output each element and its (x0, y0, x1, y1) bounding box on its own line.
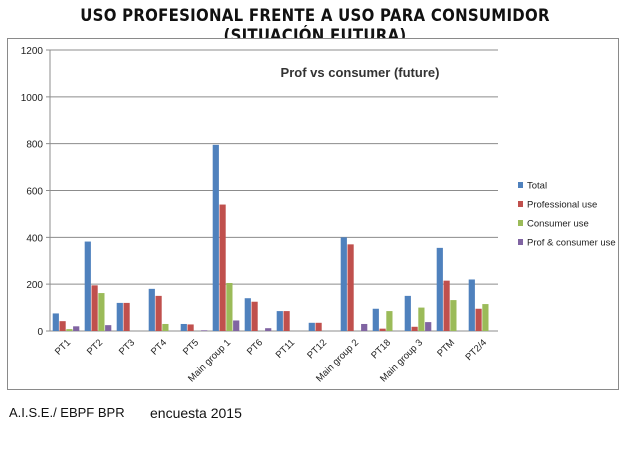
bar-main-group-3-prof-consumer-use (425, 322, 432, 331)
bar-pt4-consumer-use (162, 323, 169, 331)
bar-pt5-total (180, 323, 187, 331)
bar-pt2-total (84, 241, 91, 331)
bar-pt11-professional-use (283, 311, 290, 331)
bar-pt6-professional-use (251, 301, 258, 331)
bar-pt6-prof-consumer-use (265, 328, 272, 331)
legend-swatch (518, 201, 523, 207)
legend-swatch (518, 220, 523, 226)
x-tick-label: PT6 (245, 337, 265, 357)
x-tick-label: PT4 (149, 337, 169, 357)
bar-main-group-1-total (212, 144, 219, 331)
bar-pt1-prof-consumer-use (73, 326, 80, 331)
legend: Total Professional use Consumer use Prof & … (518, 181, 616, 249)
bar-main-group-3-professional-use (411, 326, 418, 331)
footer-source: A.I.S.E./ EBPF BPR (9, 405, 125, 420)
bar-main-group-1-prof-consumer-use (233, 320, 240, 331)
bar-pt18-professional-use (379, 328, 386, 331)
x-tick-label: PT2 (85, 337, 105, 357)
x-tick-label: PT5 (181, 337, 201, 357)
footer-survey: encuesta 2015 (150, 405, 242, 421)
bar-ptm-professional-use (443, 280, 450, 331)
x-tick-label: PT18 (369, 337, 393, 361)
bar-ptm-consumer-use (450, 300, 457, 331)
bar-pt1-consumer-use (66, 329, 73, 331)
bar-pt2-professional-use (91, 285, 98, 331)
y-tick-label: 0 (37, 327, 43, 338)
bar-main-group-1-consumer-use (226, 282, 233, 331)
bar-pt5-professional-use (187, 324, 194, 331)
y-tick-label: 800 (26, 140, 43, 151)
bar-pt12-professional-use (315, 322, 322, 331)
bar-main-group-2-total (340, 237, 347, 331)
y-tick-label: 1000 (21, 93, 44, 104)
bar-pt2-4-consumer-use (482, 304, 489, 331)
bar-pt4-total (148, 288, 155, 331)
y-tick-label: 600 (26, 187, 43, 198)
legend-label: Consumer use (527, 219, 589, 230)
bar-main-group-2-professional-use (347, 244, 354, 331)
y-tick-label: 400 (26, 233, 43, 244)
x-tick-label: PT1 (53, 337, 73, 357)
legend-label: Professional use (527, 200, 597, 211)
bar-pt2-prof-consumer-use (105, 325, 112, 331)
legend-label: Prof & consumer use (527, 238, 616, 249)
bar-pt5-prof-consumer-use (201, 330, 208, 331)
bar-main-group-2-prof-consumer-use (361, 323, 368, 331)
bars (52, 144, 489, 331)
bar-pt6-total (244, 298, 251, 331)
bar-pt3-professional-use (123, 302, 130, 331)
bar-pt18-consumer-use (386, 311, 393, 331)
x-tick-label: PT3 (117, 337, 137, 357)
bar-main-group-3-total (404, 295, 411, 331)
bar-pt3-total (116, 302, 123, 331)
x-tick-label: PTM (435, 337, 457, 359)
y-tick-label: 200 (26, 280, 43, 291)
bar-ptm-total (436, 247, 443, 331)
chart-title: Prof vs consumer (future) (281, 65, 440, 80)
bar-main-group-3-consumer-use (418, 307, 425, 331)
legend-label: Total (527, 181, 547, 192)
bar-pt12-total (308, 322, 315, 331)
x-tick-label: PT11 (274, 337, 297, 360)
y-tick-label: 1200 (21, 46, 44, 57)
bar-pt1-total (52, 313, 59, 331)
bar-pt2-4-total (468, 279, 475, 331)
legend-swatch (518, 182, 523, 188)
bar-pt11-total (276, 311, 283, 331)
x-tick-label: PT2/4 (463, 337, 489, 363)
legend-swatch (518, 239, 523, 245)
bar-pt18-total (372, 308, 379, 331)
bar-pt2-4-professional-use (475, 308, 482, 331)
bar-pt1-professional-use (59, 321, 66, 331)
chart-frame: 0 200 400 600 800 1000 1200 PT1 PT2 PT3 PT4 PT5 Main… (7, 38, 619, 390)
x-tick-label: PT12 (305, 337, 329, 361)
bar-pt4-professional-use (155, 295, 162, 331)
bar-pt2-consumer-use (98, 293, 105, 331)
bar-main-group-1-professional-use (219, 204, 226, 331)
gridlines (46, 49, 498, 332)
